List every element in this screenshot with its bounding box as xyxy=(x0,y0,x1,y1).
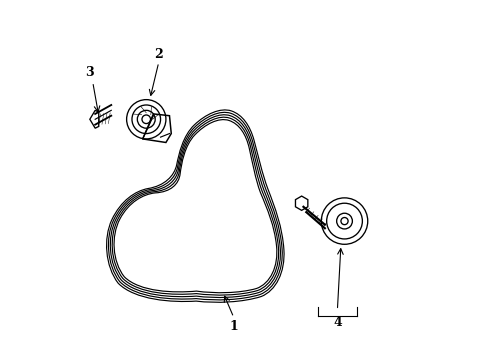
Text: 4: 4 xyxy=(332,316,341,329)
Text: 2: 2 xyxy=(154,49,163,62)
Text: 3: 3 xyxy=(84,66,93,79)
Text: 1: 1 xyxy=(229,320,238,333)
